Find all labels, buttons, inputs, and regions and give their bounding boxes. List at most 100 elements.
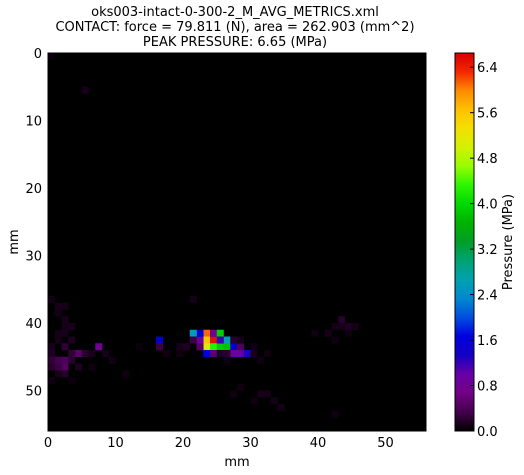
y-tick-label: 40 [25,317,42,332]
heatmap-cell [156,343,164,351]
colorbar-label: Pressure (MPa) [501,194,516,290]
heatmap-cell [81,350,89,358]
heatmap-cell [250,343,258,351]
heatmap-cell [122,370,130,378]
chart-title-line-2: CONTACT: force = 79.811 (N), area = 262.… [55,20,415,35]
heatmap-cell [68,350,76,358]
heatmap-cell [48,296,56,304]
heatmap-cell [189,296,197,304]
heatmap-cell [54,302,62,310]
y-tick-label: 0 [34,47,42,62]
heatmap-cell [61,323,69,331]
heatmap-cell [230,336,238,344]
heatmap-cell [54,356,62,364]
plot-frame [47,52,427,432]
heatmap-cell [216,350,224,358]
heatmap-cell [75,363,83,371]
heatmap-cell [196,343,204,351]
heatmap-cell [61,316,69,324]
heatmap-cell [331,323,339,331]
heatmap-cell [223,350,231,358]
y-tick-label: 10 [25,115,42,130]
colorbar-tick-label: 4.8 [477,152,498,167]
heatmap-cell [61,370,69,378]
heatmap-cell [48,343,56,351]
heatmap-cell [203,343,211,351]
heatmap-cell [48,356,56,364]
heatmap-cell [189,329,197,337]
colorbar [454,52,475,432]
heatmap-cell [250,397,258,405]
heatmap-cell [95,343,103,351]
heatmap-cell [243,350,251,358]
heatmap-cell [345,329,353,337]
heatmap-cell [203,329,211,337]
heatmap-cell [54,370,62,378]
heatmap-cell [176,343,184,351]
heatmap-cell [48,363,56,371]
heatmap-cell [277,404,285,412]
heatmap-cell [54,309,62,317]
heatmap-cell [210,343,218,351]
heatmap-cell [257,356,265,364]
x-axis-ticks: 0 10 20 30 40 50 [44,53,394,451]
heatmap-cell [61,302,69,310]
colorbar-ticks: 0.0 0.8 1.6 2.4 3.2 4.0 4.8 5.6 6.4 [470,61,498,440]
heatmap-cell [196,329,204,337]
heatmap-cell [102,350,110,358]
heatmap-cell [156,336,164,344]
heatmap-cell [210,350,218,358]
heatmap-cell [270,397,278,405]
x-tick-label: 50 [377,436,394,451]
colorbar-tick-label: 6.4 [477,61,498,76]
heatmap-cell [75,350,83,358]
heatmap-cells [48,53,359,418]
heatmap-cell [61,329,69,337]
x-tick-label: 0 [44,436,52,451]
colorbar-tick-label: 1.6 [477,334,498,349]
x-tick-label: 30 [242,436,259,451]
heatmap-cell [237,350,245,358]
x-tick-label: 10 [107,436,124,451]
heatmap-cell [230,390,238,398]
y-tick-label: 20 [25,182,42,197]
heatmap-cell [196,336,204,344]
heatmap-cell [264,350,272,358]
heatmap-cell [237,343,245,351]
heatmap-cell [81,86,89,94]
heatmap-cell [68,356,76,364]
colorbar-tick-label: 2.4 [477,289,498,304]
heatmap-cell [68,336,76,344]
heatmap-cell [54,363,62,371]
heatmap-cell [311,329,319,337]
heatmap-cell [210,336,218,344]
heatmap-cell [203,336,211,344]
heatmap-cell [162,350,170,358]
heatmap-cell [88,350,96,358]
y-axis-ticks: 0 10 20 30 40 50 [25,47,426,400]
heatmap-cell [331,410,339,418]
heatmap-cell [176,350,184,358]
heatmap-cell [351,323,359,331]
heatmap-cell [54,329,62,337]
colorbar-tick-label: 5.6 [477,107,498,122]
heatmap-cell [203,350,211,358]
plot-background [48,53,426,431]
colorbar-tick-label: 3.2 [477,243,498,258]
heatmap-cell [210,329,218,337]
heatmap-cell [223,343,231,351]
x-tick-label: 20 [175,436,192,451]
heatmap-cell [189,336,197,344]
chart-title-line-3: PEAK PRESSURE: 6.65 (MPa) [142,35,328,50]
heatmap-cell [338,323,346,331]
colorbar-tick-label: 0.0 [477,425,498,440]
heatmap-cell [223,356,231,364]
heatmap-cell [61,356,69,364]
y-tick-label: 30 [25,250,42,265]
heatmap-cell [331,336,339,344]
heatmap-cell [48,53,56,61]
heatmap-cell [135,343,143,351]
colorbar-tick-label: 4.0 [477,198,498,213]
heatmap-cell [216,343,224,351]
